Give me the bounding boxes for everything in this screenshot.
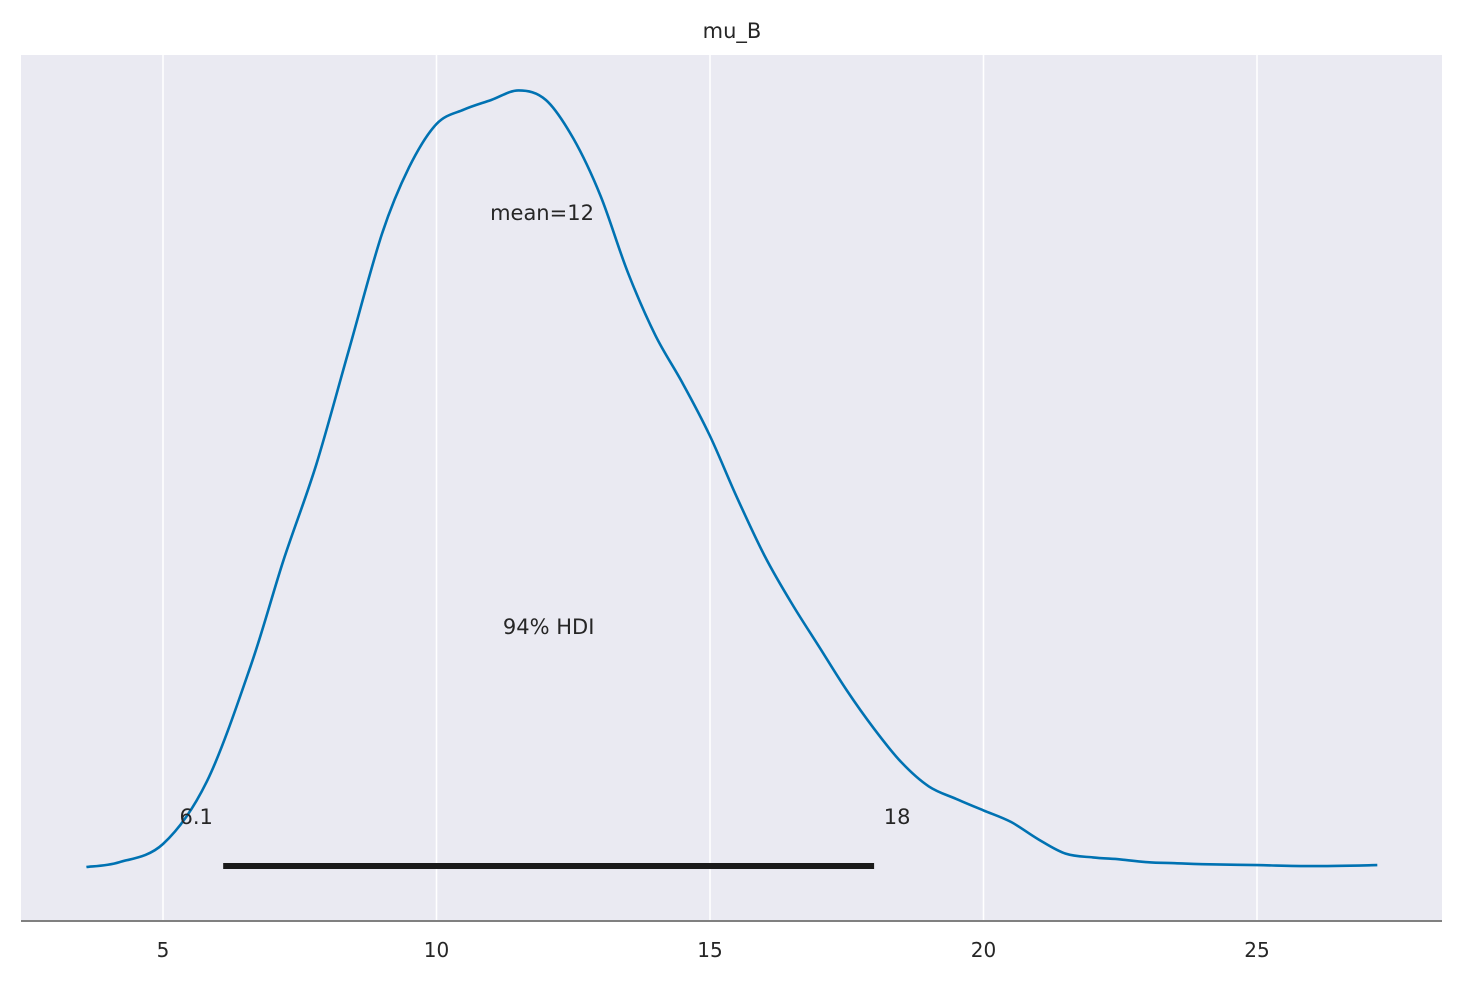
x-axis-ticks: 5 10 15 20 25	[157, 938, 1270, 962]
x-tick-label-15: 15	[697, 938, 722, 962]
mean-label: mean=12	[490, 201, 594, 225]
chart-title: mu_B	[703, 19, 762, 44]
x-tick-label-5: 5	[157, 938, 170, 962]
hdi-label: 94% HDI	[503, 615, 595, 639]
x-tick-label-10: 10	[424, 938, 449, 962]
hdi-low-label: 6.1	[179, 805, 212, 829]
gridlines	[162, 55, 1258, 921]
density-curve	[86, 89, 1378, 869]
x-tick-label-20: 20	[971, 938, 996, 962]
x-tick-label-25: 25	[1244, 938, 1269, 962]
hdi-high-label: 18	[884, 805, 911, 829]
